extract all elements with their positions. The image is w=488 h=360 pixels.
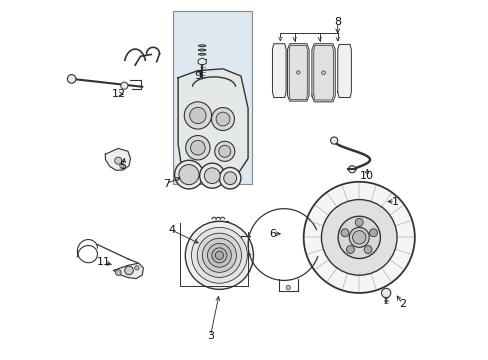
Circle shape <box>67 75 76 83</box>
Circle shape <box>348 166 355 173</box>
Circle shape <box>381 288 390 298</box>
Polygon shape <box>178 69 247 182</box>
Polygon shape <box>198 58 206 65</box>
Bar <box>172 12 251 184</box>
Circle shape <box>135 266 139 270</box>
Circle shape <box>330 137 337 144</box>
Circle shape <box>121 82 128 89</box>
Circle shape <box>364 246 371 253</box>
Circle shape <box>337 216 380 258</box>
Text: 8: 8 <box>333 17 341 27</box>
Circle shape <box>346 246 354 253</box>
Circle shape <box>185 221 253 289</box>
Text: 7: 7 <box>163 179 169 189</box>
Circle shape <box>202 238 236 273</box>
Circle shape <box>115 270 121 275</box>
Circle shape <box>218 145 230 157</box>
Polygon shape <box>289 45 306 99</box>
Circle shape <box>215 251 223 260</box>
Circle shape <box>174 160 203 189</box>
Circle shape <box>285 285 290 290</box>
Circle shape <box>321 199 396 275</box>
Circle shape <box>296 71 300 74</box>
Circle shape <box>197 233 241 278</box>
Circle shape <box>199 163 224 188</box>
Text: 3: 3 <box>206 331 213 341</box>
Circle shape <box>352 231 365 244</box>
Circle shape <box>207 243 231 267</box>
Circle shape <box>303 182 414 293</box>
Text: 4: 4 <box>168 225 175 235</box>
Polygon shape <box>287 44 308 101</box>
Circle shape <box>369 229 377 237</box>
Circle shape <box>189 107 205 123</box>
Polygon shape <box>313 46 333 100</box>
Text: 12: 12 <box>112 89 126 99</box>
Polygon shape <box>105 148 130 170</box>
Circle shape <box>355 219 363 226</box>
Polygon shape <box>311 44 335 102</box>
Circle shape <box>120 163 124 168</box>
Polygon shape <box>337 44 351 98</box>
Text: 5: 5 <box>119 161 126 171</box>
Circle shape <box>348 228 368 247</box>
Circle shape <box>124 266 133 275</box>
Circle shape <box>191 228 247 283</box>
Circle shape <box>184 102 211 129</box>
Polygon shape <box>272 44 285 98</box>
Polygon shape <box>113 263 143 279</box>
Circle shape <box>115 157 122 164</box>
Text: 10: 10 <box>359 171 373 181</box>
Circle shape <box>216 112 229 126</box>
Circle shape <box>204 168 220 184</box>
Text: 9: 9 <box>194 71 201 81</box>
Text: 6: 6 <box>268 229 275 239</box>
Circle shape <box>185 135 210 160</box>
Text: 2: 2 <box>398 299 405 309</box>
Circle shape <box>211 108 234 131</box>
Circle shape <box>190 140 205 155</box>
Circle shape <box>211 248 226 263</box>
Circle shape <box>340 229 348 237</box>
Text: 1: 1 <box>391 197 398 207</box>
Circle shape <box>214 141 234 161</box>
Circle shape <box>179 165 199 185</box>
Circle shape <box>219 167 241 189</box>
Circle shape <box>321 71 325 75</box>
Circle shape <box>223 172 236 185</box>
Text: 11: 11 <box>97 257 111 267</box>
